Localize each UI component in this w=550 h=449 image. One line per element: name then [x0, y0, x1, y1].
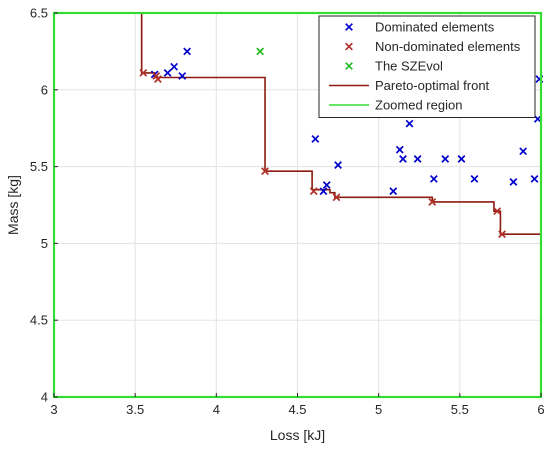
x-tick-label: 4.5	[288, 402, 306, 417]
non-dominated-point	[153, 75, 162, 83]
dominated-point	[322, 181, 331, 189]
legend-item: The SZEvol	[345, 59, 443, 74]
dominated-point	[163, 69, 172, 77]
legend-item: Pareto-optimal front	[329, 78, 490, 93]
legend-item: Zoomed region	[329, 98, 462, 113]
legend-label: Pareto-optimal front	[375, 78, 490, 93]
legend-label: Dominated elements	[375, 20, 495, 35]
legend-box	[318, 15, 536, 118]
y-axis-label: Mass [kg]	[5, 175, 21, 235]
dominated-point	[509, 178, 518, 186]
series-layer	[139, 13, 544, 239]
legend-marker-icon	[345, 62, 353, 70]
x-tick-label: 6	[537, 402, 544, 417]
tick-labels: 3 3.5 4 4.5 5 5.5 6 4 4.5 5 5.5 6 6.5	[30, 6, 545, 418]
dominated-point	[389, 187, 398, 196]
dominated-point	[519, 147, 528, 156]
x-tick-label: 4	[213, 402, 220, 417]
non-dominated-point	[261, 167, 269, 176]
y-tick-label: 5.5	[30, 159, 48, 174]
y-tick-label: 4.5	[30, 313, 48, 328]
dominated-point	[395, 145, 404, 154]
dominated-point	[319, 187, 328, 196]
x-tick-label: 3	[50, 402, 57, 417]
y-tick-label: 6	[41, 82, 48, 97]
dominated-point	[170, 62, 179, 71]
dominated-point	[441, 155, 450, 163]
legend-marker-icon	[345, 23, 353, 31]
y-tick-label: 4	[41, 390, 48, 405]
y-tick-label: 5	[41, 236, 48, 251]
legend-item: Dominated elements	[345, 20, 495, 35]
x-axis-label: Loss [kJ]	[270, 427, 325, 443]
dominated-point	[183, 47, 192, 56]
x-tick-label: 5	[375, 402, 382, 417]
non-dominated-point	[332, 193, 341, 202]
dominated-point	[530, 174, 539, 183]
dominated-point	[413, 155, 422, 163]
x-tick-label: 5.5	[451, 402, 469, 417]
szevol-point	[256, 47, 265, 56]
dominated-point	[399, 155, 407, 163]
x-tick-label: 3.5	[126, 402, 144, 417]
non-dominated-point	[493, 207, 502, 216]
dominated-point	[334, 161, 342, 169]
dominated-point	[405, 119, 414, 128]
legend-item: Non-dominated elements	[345, 39, 521, 54]
non-dominated-point	[498, 230, 506, 239]
legend-label: Non-dominated elements	[375, 39, 521, 54]
legend: Dominated elements Non-dominated elements…	[318, 15, 536, 118]
non-dominated-point	[309, 187, 318, 196]
dominated-point	[457, 155, 466, 163]
legend-label: Zoomed region	[375, 98, 462, 113]
dominated-point	[429, 174, 438, 183]
legend-marker-icon	[345, 42, 353, 51]
dominated-point	[178, 72, 187, 80]
y-tick-label: 6.5	[30, 6, 48, 21]
non-dominated-point	[139, 69, 148, 77]
non-dominated-point	[428, 198, 437, 206]
dominated-point	[311, 135, 320, 143]
legend-label: The SZEvol	[375, 59, 443, 74]
dominated-point	[470, 174, 479, 183]
